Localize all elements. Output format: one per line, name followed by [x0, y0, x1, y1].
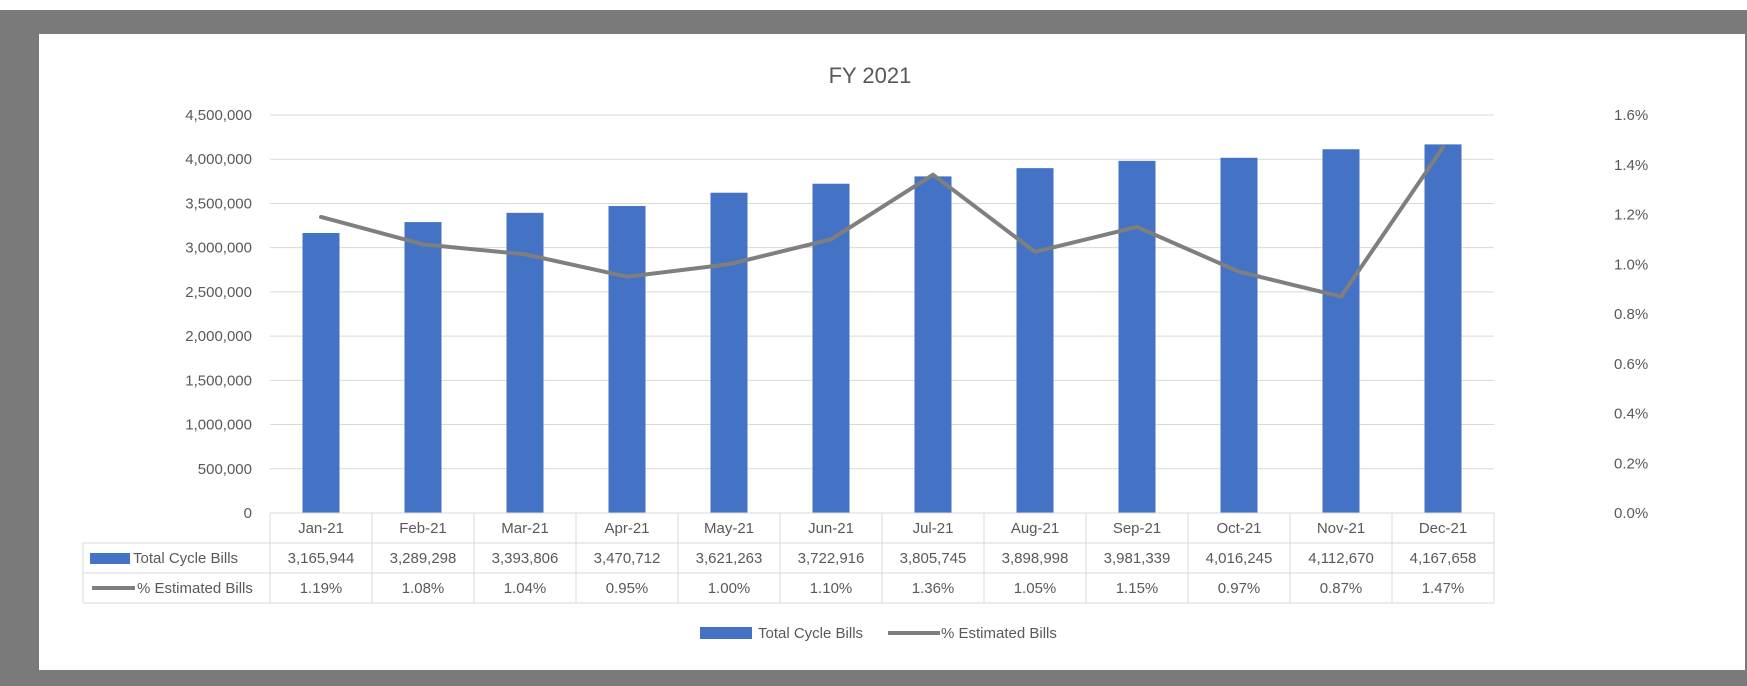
left-tick-label: 2,500,000 — [185, 284, 252, 301]
table-cell: 1.05% — [1014, 580, 1057, 597]
legend: Total Cycle Bills % Estimated Bills — [700, 625, 1057, 642]
table-cell: 3,621,263 — [696, 550, 763, 567]
left-tick-label: 0 — [244, 505, 252, 522]
table-cell: 0.95% — [606, 580, 649, 597]
left-tick-label: 500,000 — [198, 461, 252, 478]
data-table: Jan-21 Feb-21 Mar-21 Apr-21 May-21 Jun-21 Jul-… — [82, 512, 1495, 604]
table-cell: 1.47% — [1422, 580, 1465, 597]
category-label: Feb-21 — [399, 520, 447, 537]
right-tick-label: 0.4% — [1614, 406, 1648, 423]
category-label: Jun-21 — [808, 520, 854, 537]
table-cell: 1.36% — [912, 580, 955, 597]
category-label: Jul-21 — [913, 520, 954, 537]
bar — [302, 232, 340, 513]
table-cell: 3,898,998 — [1002, 550, 1069, 567]
line-path — [319, 145, 1445, 299]
table-cell: 1.15% — [1116, 580, 1159, 597]
table-cell: 1.19% — [300, 580, 343, 597]
left-tick-label: 2,000,000 — [185, 328, 252, 345]
left-tick-label: 3,000,000 — [185, 240, 252, 257]
table-cell: 3,165,944 — [288, 550, 355, 567]
right-tick-label: 1.4% — [1614, 157, 1648, 174]
right-tick-label: 1.6% — [1614, 107, 1648, 124]
right-axis-ticks: 0.0% 0.2% 0.4% 0.6% 0.8% 1.0% 1.2% 1.4% 1.6% — [1614, 107, 1648, 522]
left-tick-label: 1,500,000 — [185, 372, 252, 389]
legend-key-bar — [700, 627, 752, 639]
bar — [710, 192, 748, 513]
category-label: Apr-21 — [604, 520, 649, 537]
table-series-name: Total Cycle Bills — [133, 550, 238, 567]
bar — [1424, 144, 1462, 513]
bar — [914, 176, 952, 513]
bar — [506, 212, 544, 513]
right-tick-label: 1.2% — [1614, 207, 1648, 224]
chart-background — [39, 34, 1745, 670]
bar — [404, 222, 442, 513]
table-cell: 4,016,245 — [1206, 550, 1273, 567]
table-cell: 3,981,339 — [1104, 550, 1171, 567]
bar — [608, 206, 646, 514]
bar-series-total-cycle-bills — [302, 144, 1462, 514]
category-label: May-21 — [704, 520, 754, 537]
table-key-bar — [90, 553, 130, 564]
table-cell: 1.04% — [504, 580, 547, 597]
table-cell: 1.10% — [810, 580, 853, 597]
gridlines — [270, 114, 1494, 470]
table-cell: 3,393,806 — [492, 550, 559, 567]
left-tick-label: 4,500,000 — [185, 107, 252, 124]
legend-label: Total Cycle Bills — [758, 625, 863, 642]
bar — [1220, 157, 1258, 513]
left-tick-label: 3,500,000 — [185, 195, 252, 212]
category-label: Aug-21 — [1011, 520, 1059, 537]
category-label: Oct-21 — [1216, 520, 1261, 537]
table-cell: 3,805,745 — [900, 550, 967, 567]
right-tick-label: 0.2% — [1614, 455, 1648, 472]
right-tick-label: 0.0% — [1614, 505, 1648, 522]
right-tick-label: 1.0% — [1614, 256, 1648, 273]
chart-title: FY 2021 — [829, 63, 912, 88]
line-series-estimated-bills — [319, 145, 1445, 299]
table-cell: 3,722,916 — [798, 550, 865, 567]
bar — [1016, 168, 1054, 514]
left-axis-ticks: 0 500,000 1,000,000 1,500,000 2,000,000 2,500… — [185, 107, 252, 522]
left-tick-label: 4,000,000 — [185, 151, 252, 168]
table-cell: 4,167,658 — [1410, 550, 1477, 567]
bar — [1118, 160, 1156, 513]
right-tick-label: 0.8% — [1614, 306, 1648, 323]
table-cell: 3,289,298 — [390, 550, 457, 567]
category-label: Mar-21 — [501, 520, 549, 537]
category-label: Jan-21 — [298, 520, 344, 537]
table-cell: 4,112,670 — [1308, 550, 1374, 567]
table-cell: 1.08% — [402, 580, 445, 597]
table-cell: 3,470,712 — [594, 550, 661, 567]
category-label: Nov-21 — [1317, 520, 1365, 537]
table-cell: 0.87% — [1320, 580, 1363, 597]
bar — [1322, 149, 1360, 513]
category-label: Dec-21 — [1419, 520, 1467, 537]
category-label: Sep-21 — [1113, 520, 1161, 537]
legend-label: % Estimated Bills — [941, 625, 1057, 642]
right-tick-label: 0.6% — [1614, 356, 1648, 373]
table-cell: 0.97% — [1218, 580, 1261, 597]
left-tick-label: 1,000,000 — [185, 417, 252, 434]
table-cell: 1.00% — [708, 580, 751, 597]
table-series-name: % Estimated Bills — [137, 580, 253, 597]
